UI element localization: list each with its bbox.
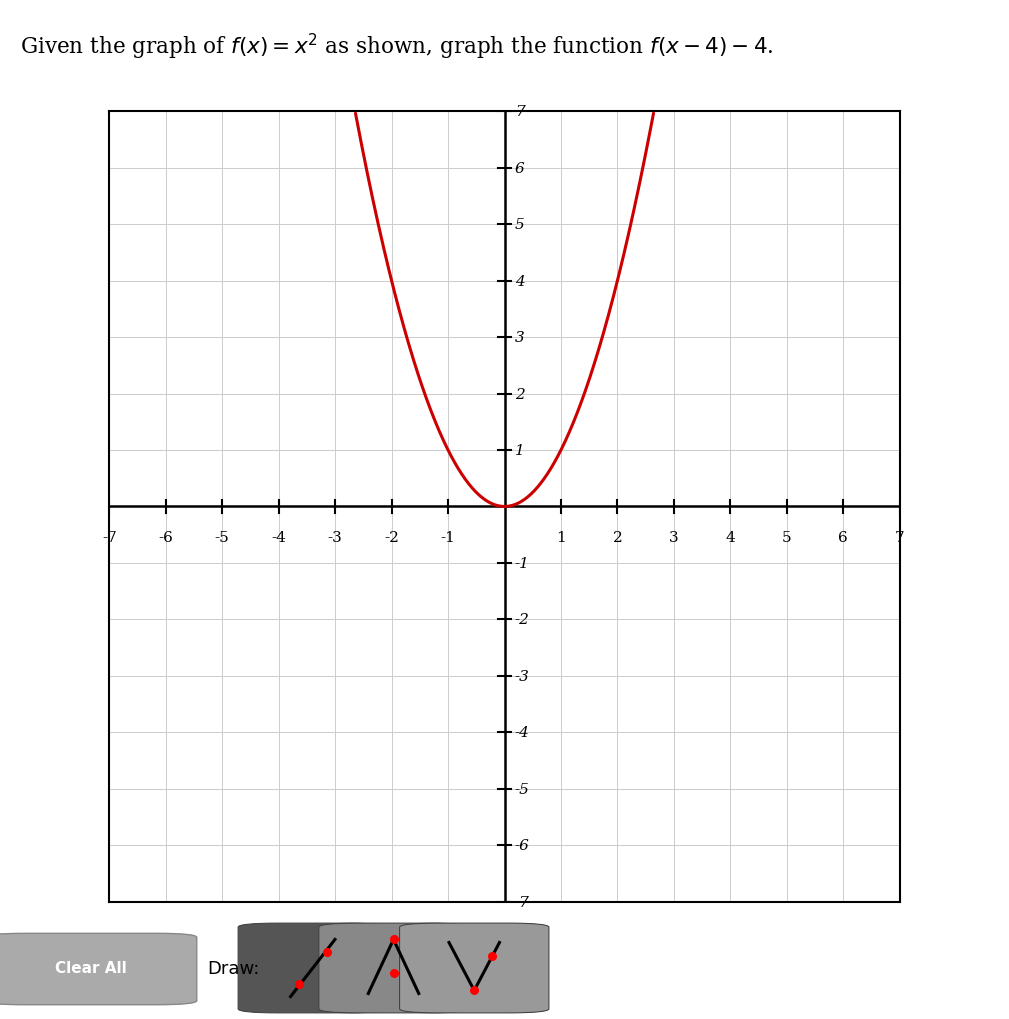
Text: 1: 1	[515, 443, 525, 458]
Text: -1: -1	[441, 531, 455, 544]
Text: 2: 2	[612, 531, 623, 544]
Text: -1: -1	[515, 556, 530, 571]
Text: 2: 2	[515, 387, 525, 401]
Text: 4: 4	[515, 274, 525, 288]
Text: Clear All: Clear All	[54, 961, 127, 975]
Text: 1: 1	[556, 531, 566, 544]
FancyBboxPatch shape	[319, 923, 468, 1013]
Text: -2: -2	[515, 612, 530, 627]
Text: -6: -6	[158, 531, 174, 544]
Text: 3: 3	[515, 331, 525, 344]
Text: -5: -5	[515, 782, 530, 796]
Text: -6: -6	[515, 839, 530, 853]
Text: 5: 5	[782, 531, 792, 544]
FancyBboxPatch shape	[0, 933, 197, 1005]
Text: -3: -3	[328, 531, 342, 544]
Text: 6: 6	[838, 531, 849, 544]
Text: 3: 3	[669, 531, 679, 544]
Text: 4: 4	[725, 531, 736, 544]
FancyBboxPatch shape	[400, 923, 549, 1013]
Text: 7: 7	[515, 105, 525, 119]
FancyBboxPatch shape	[238, 923, 387, 1013]
Text: -2: -2	[384, 531, 399, 544]
Text: -7: -7	[102, 531, 117, 544]
Text: 5: 5	[515, 218, 525, 232]
Text: -7: -7	[515, 895, 530, 909]
Text: 6: 6	[515, 161, 525, 175]
Text: -4: -4	[271, 531, 287, 544]
Text: Draw:: Draw:	[207, 959, 259, 977]
Text: -4: -4	[515, 726, 530, 740]
Text: Given the graph of $f(x) = x^2$ as shown, graph the function $f(x - 4) - 4$.: Given the graph of $f(x) = x^2$ as shown…	[20, 32, 774, 61]
Text: 7: 7	[895, 531, 904, 544]
Text: -3: -3	[515, 669, 530, 683]
Text: -5: -5	[215, 531, 230, 544]
